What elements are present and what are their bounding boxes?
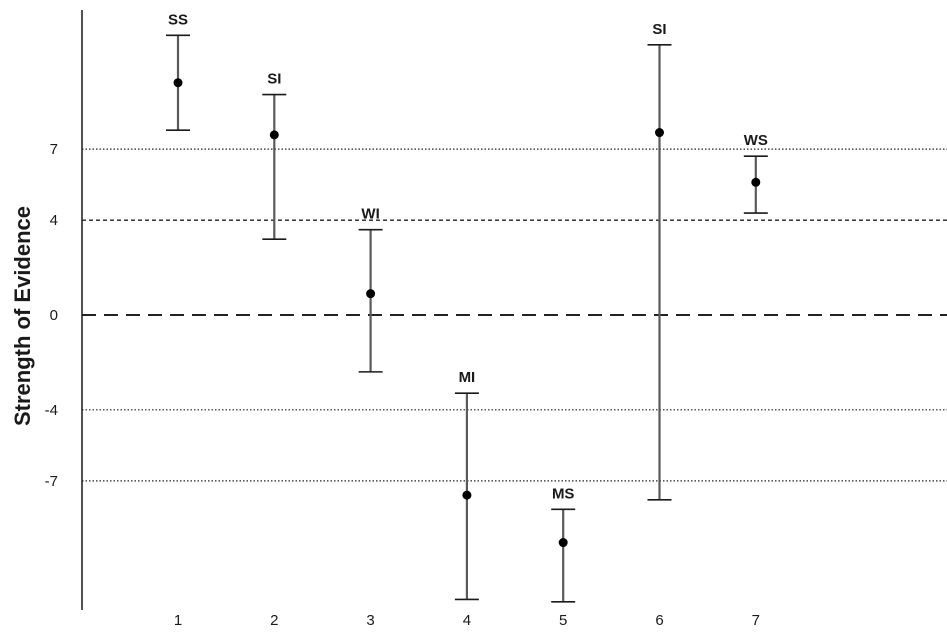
reference-lines (82, 148, 947, 482)
data-points (173, 78, 761, 548)
y-tick-labels: 7 4 0 -4 -7 (45, 141, 58, 490)
y-tick-label: -7 (45, 473, 58, 490)
data-point (751, 177, 761, 187)
y-axis-title: Strength of Evidence (10, 206, 35, 426)
point-labels: SS SI WI MI MS SI WS (168, 11, 768, 502)
x-tick-label: 5 (559, 612, 567, 629)
point-label: MI (459, 369, 476, 386)
point-label: SI (267, 71, 281, 88)
point-label: WS (744, 132, 768, 149)
error-bar (262, 93, 287, 240)
point-label: MS (552, 485, 575, 502)
data-point (655, 128, 664, 138)
x-tick-label: 3 (366, 612, 374, 629)
y-tick-label: 7 (50, 141, 58, 158)
data-point (269, 130, 279, 140)
x-tick-label: 1 (174, 612, 182, 629)
point-label: WI (361, 206, 379, 223)
x-tick-label: 4 (463, 612, 471, 629)
data-point (366, 289, 376, 299)
y-tick-label: 0 (50, 307, 58, 324)
error-bar (647, 44, 672, 501)
data-point (558, 538, 568, 548)
data-point (462, 490, 472, 500)
point-label: SI (652, 21, 666, 38)
x-tick-label: 7 (752, 612, 760, 629)
error-bars (166, 34, 768, 603)
error-bar (551, 508, 576, 603)
y-tick-label: -4 (45, 402, 58, 419)
x-tick-labels: 1 2 3 4 5 6 7 (174, 612, 760, 629)
y-tick-label: 4 (50, 212, 58, 229)
error-bar (358, 228, 383, 373)
data-point (173, 78, 183, 88)
point-label: SS (168, 11, 188, 28)
x-tick-label: 6 (655, 612, 663, 629)
x-tick-label: 2 (270, 612, 278, 629)
